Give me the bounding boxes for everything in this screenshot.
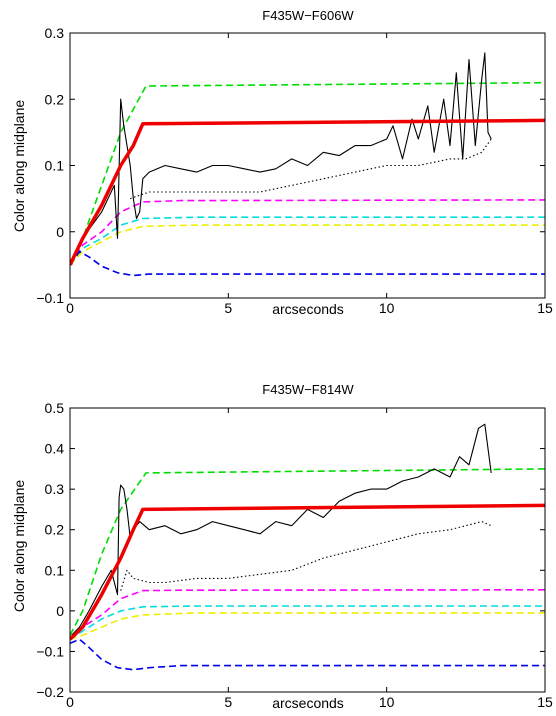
x-axis-label: arcseconds (272, 695, 344, 711)
series-line (70, 224, 545, 266)
chart-title: F435W−F606W (262, 8, 354, 23)
plot-area: 0 5 10 15 −0.2 −0.1 0 0.1 0.2 0.3 0.4 0.5 (36, 400, 553, 710)
y-tick-label: 0.2 (45, 91, 65, 107)
y-tick-label: 0.2 (45, 522, 65, 538)
x-tick-label: 15 (537, 694, 553, 710)
y-tick-label: 0 (56, 603, 64, 619)
y-tick-label: −0.2 (36, 684, 64, 700)
x-tick-label: 0 (66, 694, 74, 710)
series-line (70, 588, 545, 640)
y-axis-label: Color along midplane (11, 100, 27, 233)
series-line (70, 250, 545, 277)
x-tick-label: 5 (224, 694, 232, 710)
series-line (120, 521, 492, 591)
chart-panel-top: F435W−F606W Color along midplane arcseco… (11, 8, 553, 317)
series-line (70, 612, 545, 641)
y-axis-label: Color along midplane (11, 480, 27, 613)
y-tick-label: 0.1 (45, 562, 65, 578)
series-line (70, 638, 545, 671)
series-line (71, 52, 492, 266)
plot-area: 0 5 10 15−0.100.10.20.3 (36, 25, 553, 316)
series-line (70, 118, 545, 266)
y-tick-label: 0.1 (45, 158, 65, 174)
x-tick-label: 15 (537, 300, 553, 316)
series-line (130, 138, 492, 200)
series-group (70, 423, 545, 671)
series-line (70, 605, 545, 640)
y-tick-label: 0.3 (45, 481, 65, 497)
y-tick-label: 0.4 (45, 441, 65, 457)
series-line (71, 423, 492, 636)
series-line (70, 81, 545, 266)
x-tick-label: 10 (379, 300, 395, 316)
series-group (70, 52, 545, 277)
x-tick-label: 0 (66, 300, 74, 316)
series-line (70, 199, 545, 266)
y-tick-label: 0 (56, 224, 64, 240)
x-tick-label: 5 (224, 300, 232, 316)
y-tick-label: 0.5 (45, 400, 65, 416)
axes-frame (69, 407, 546, 693)
x-axis-label: arcseconds (272, 301, 344, 317)
y-tick-label: −0.1 (36, 643, 64, 659)
y-tick-label: 0.3 (45, 25, 65, 41)
series-line (70, 468, 545, 636)
chart-title: F435W−F814W (262, 382, 354, 397)
chart-panel-bottom: F435W−F814W Color along midplane arcseco… (11, 382, 553, 711)
series-line (70, 503, 545, 641)
y-tick-label: −0.1 (36, 290, 64, 306)
x-tick-label: 10 (379, 694, 395, 710)
